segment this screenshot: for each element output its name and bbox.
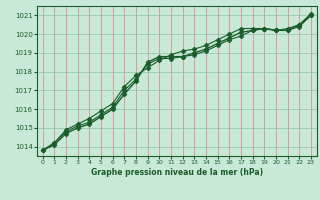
X-axis label: Graphe pression niveau de la mer (hPa): Graphe pression niveau de la mer (hPa) [91,168,263,177]
